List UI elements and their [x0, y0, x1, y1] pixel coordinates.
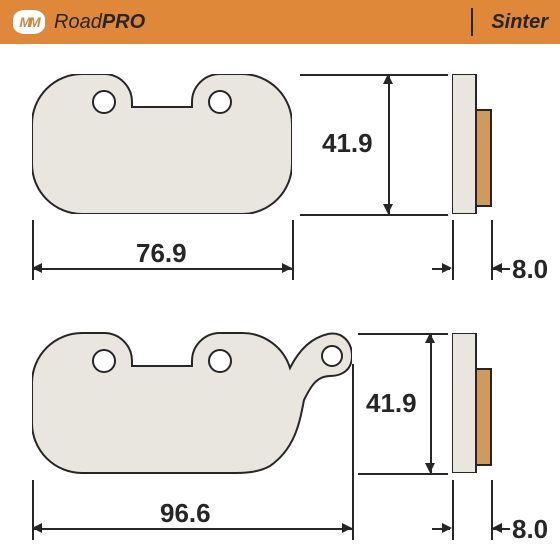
dim-line: [352, 364, 354, 540]
brand-logo: MM: [12, 9, 46, 35]
dim-line: [452, 480, 454, 540]
brake-pad-2-front: [32, 328, 352, 478]
product-name-suffix: PRO: [102, 11, 145, 33]
arrow-icon: [425, 463, 435, 473]
dim-line: [32, 480, 34, 540]
pad2-height-label: 41.9: [366, 388, 417, 419]
dim-line: [358, 333, 448, 335]
header-bar: MM RoadPRO Sinter: [0, 0, 560, 44]
dim-line: [452, 220, 454, 280]
diagram-area: 41.9 76.9 8.0 41.9 96.6: [0, 44, 560, 560]
header-right: Sinter: [471, 8, 548, 36]
arrow-icon: [383, 204, 393, 214]
dim-line: [388, 74, 390, 214]
arrow-icon: [442, 523, 452, 533]
arrow-icon: [282, 263, 292, 273]
arrow-icon: [492, 523, 502, 533]
arrow-icon: [442, 263, 452, 273]
dim-line: [430, 333, 432, 473]
pad1-thickness-label: 8.0: [512, 254, 548, 285]
brake-pad-2-side: [452, 333, 492, 473]
logo-text: MM: [19, 14, 38, 30]
brake-pad-1-side: [452, 74, 492, 214]
product-name: RoadPRO: [54, 11, 145, 34]
arrow-icon: [492, 263, 502, 273]
dim-line: [491, 480, 493, 540]
category-label: Sinter: [491, 11, 548, 34]
dim-line: [32, 220, 34, 280]
dim-line: [491, 220, 493, 280]
dim-line: [300, 74, 448, 76]
arrow-icon: [342, 523, 352, 533]
pad2-width-label: 96.6: [160, 498, 211, 529]
header-divider: [471, 8, 473, 36]
product-name-prefix: Road: [54, 11, 102, 33]
pad1-height-label: 41.9: [322, 128, 373, 159]
dim-line: [300, 214, 448, 216]
dim-line: [358, 473, 448, 475]
pad1-width-label: 76.9: [136, 238, 187, 269]
brand-group: MM RoadPRO: [12, 9, 145, 35]
pad2-thickness-label: 8.0: [512, 514, 548, 545]
dim-line: [292, 220, 294, 280]
brake-pad-1-front: [32, 74, 292, 214]
